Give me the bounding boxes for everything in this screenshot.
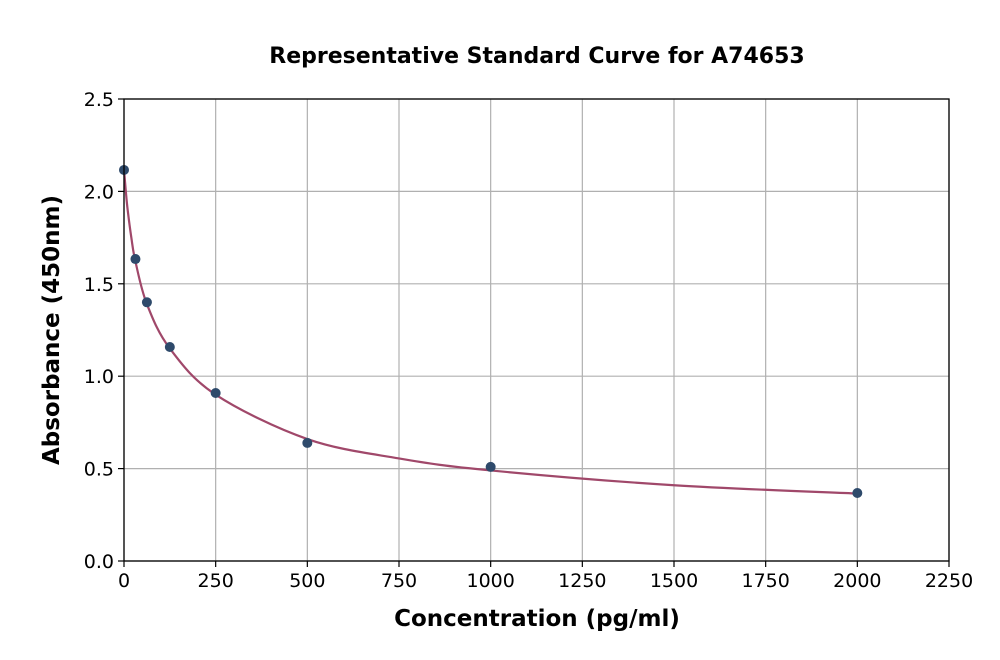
x-tick-label: 1750: [741, 570, 789, 592]
data-point: [164, 342, 175, 353]
data-point: [210, 388, 221, 399]
data-point: [130, 254, 141, 265]
y-tick-label: 2.5: [84, 89, 114, 111]
x-tick-label: 1500: [650, 570, 698, 592]
x-tick-label: 2250: [925, 570, 973, 592]
x-tick-label: 1250: [558, 570, 606, 592]
y-tick-label: 2.0: [84, 181, 114, 203]
data-point: [141, 297, 152, 308]
x-tick-label: 2000: [833, 570, 881, 592]
data-point: [485, 461, 496, 472]
plot-frame: [123, 98, 950, 562]
data-point: [852, 487, 863, 498]
x-axis-label: Concentration (pg/ml): [394, 606, 680, 632]
y-tick-label: 1.0: [84, 366, 114, 388]
y-axis-label: Absorbance (450nm): [39, 195, 65, 465]
x-tick-label: 1000: [466, 570, 514, 592]
chart-title: Representative Standard Curve for A74653: [269, 44, 804, 69]
x-tick-label: 250: [198, 570, 234, 592]
y-tick-label: 0.0: [84, 551, 114, 573]
x-tick-label: 500: [289, 570, 325, 592]
x-tick-label: 0: [118, 570, 130, 592]
y-tick-label: 1.5: [84, 274, 114, 296]
data-point: [302, 437, 313, 448]
x-tick-label: 750: [381, 570, 417, 592]
y-tick-label: 0.5: [84, 459, 114, 481]
